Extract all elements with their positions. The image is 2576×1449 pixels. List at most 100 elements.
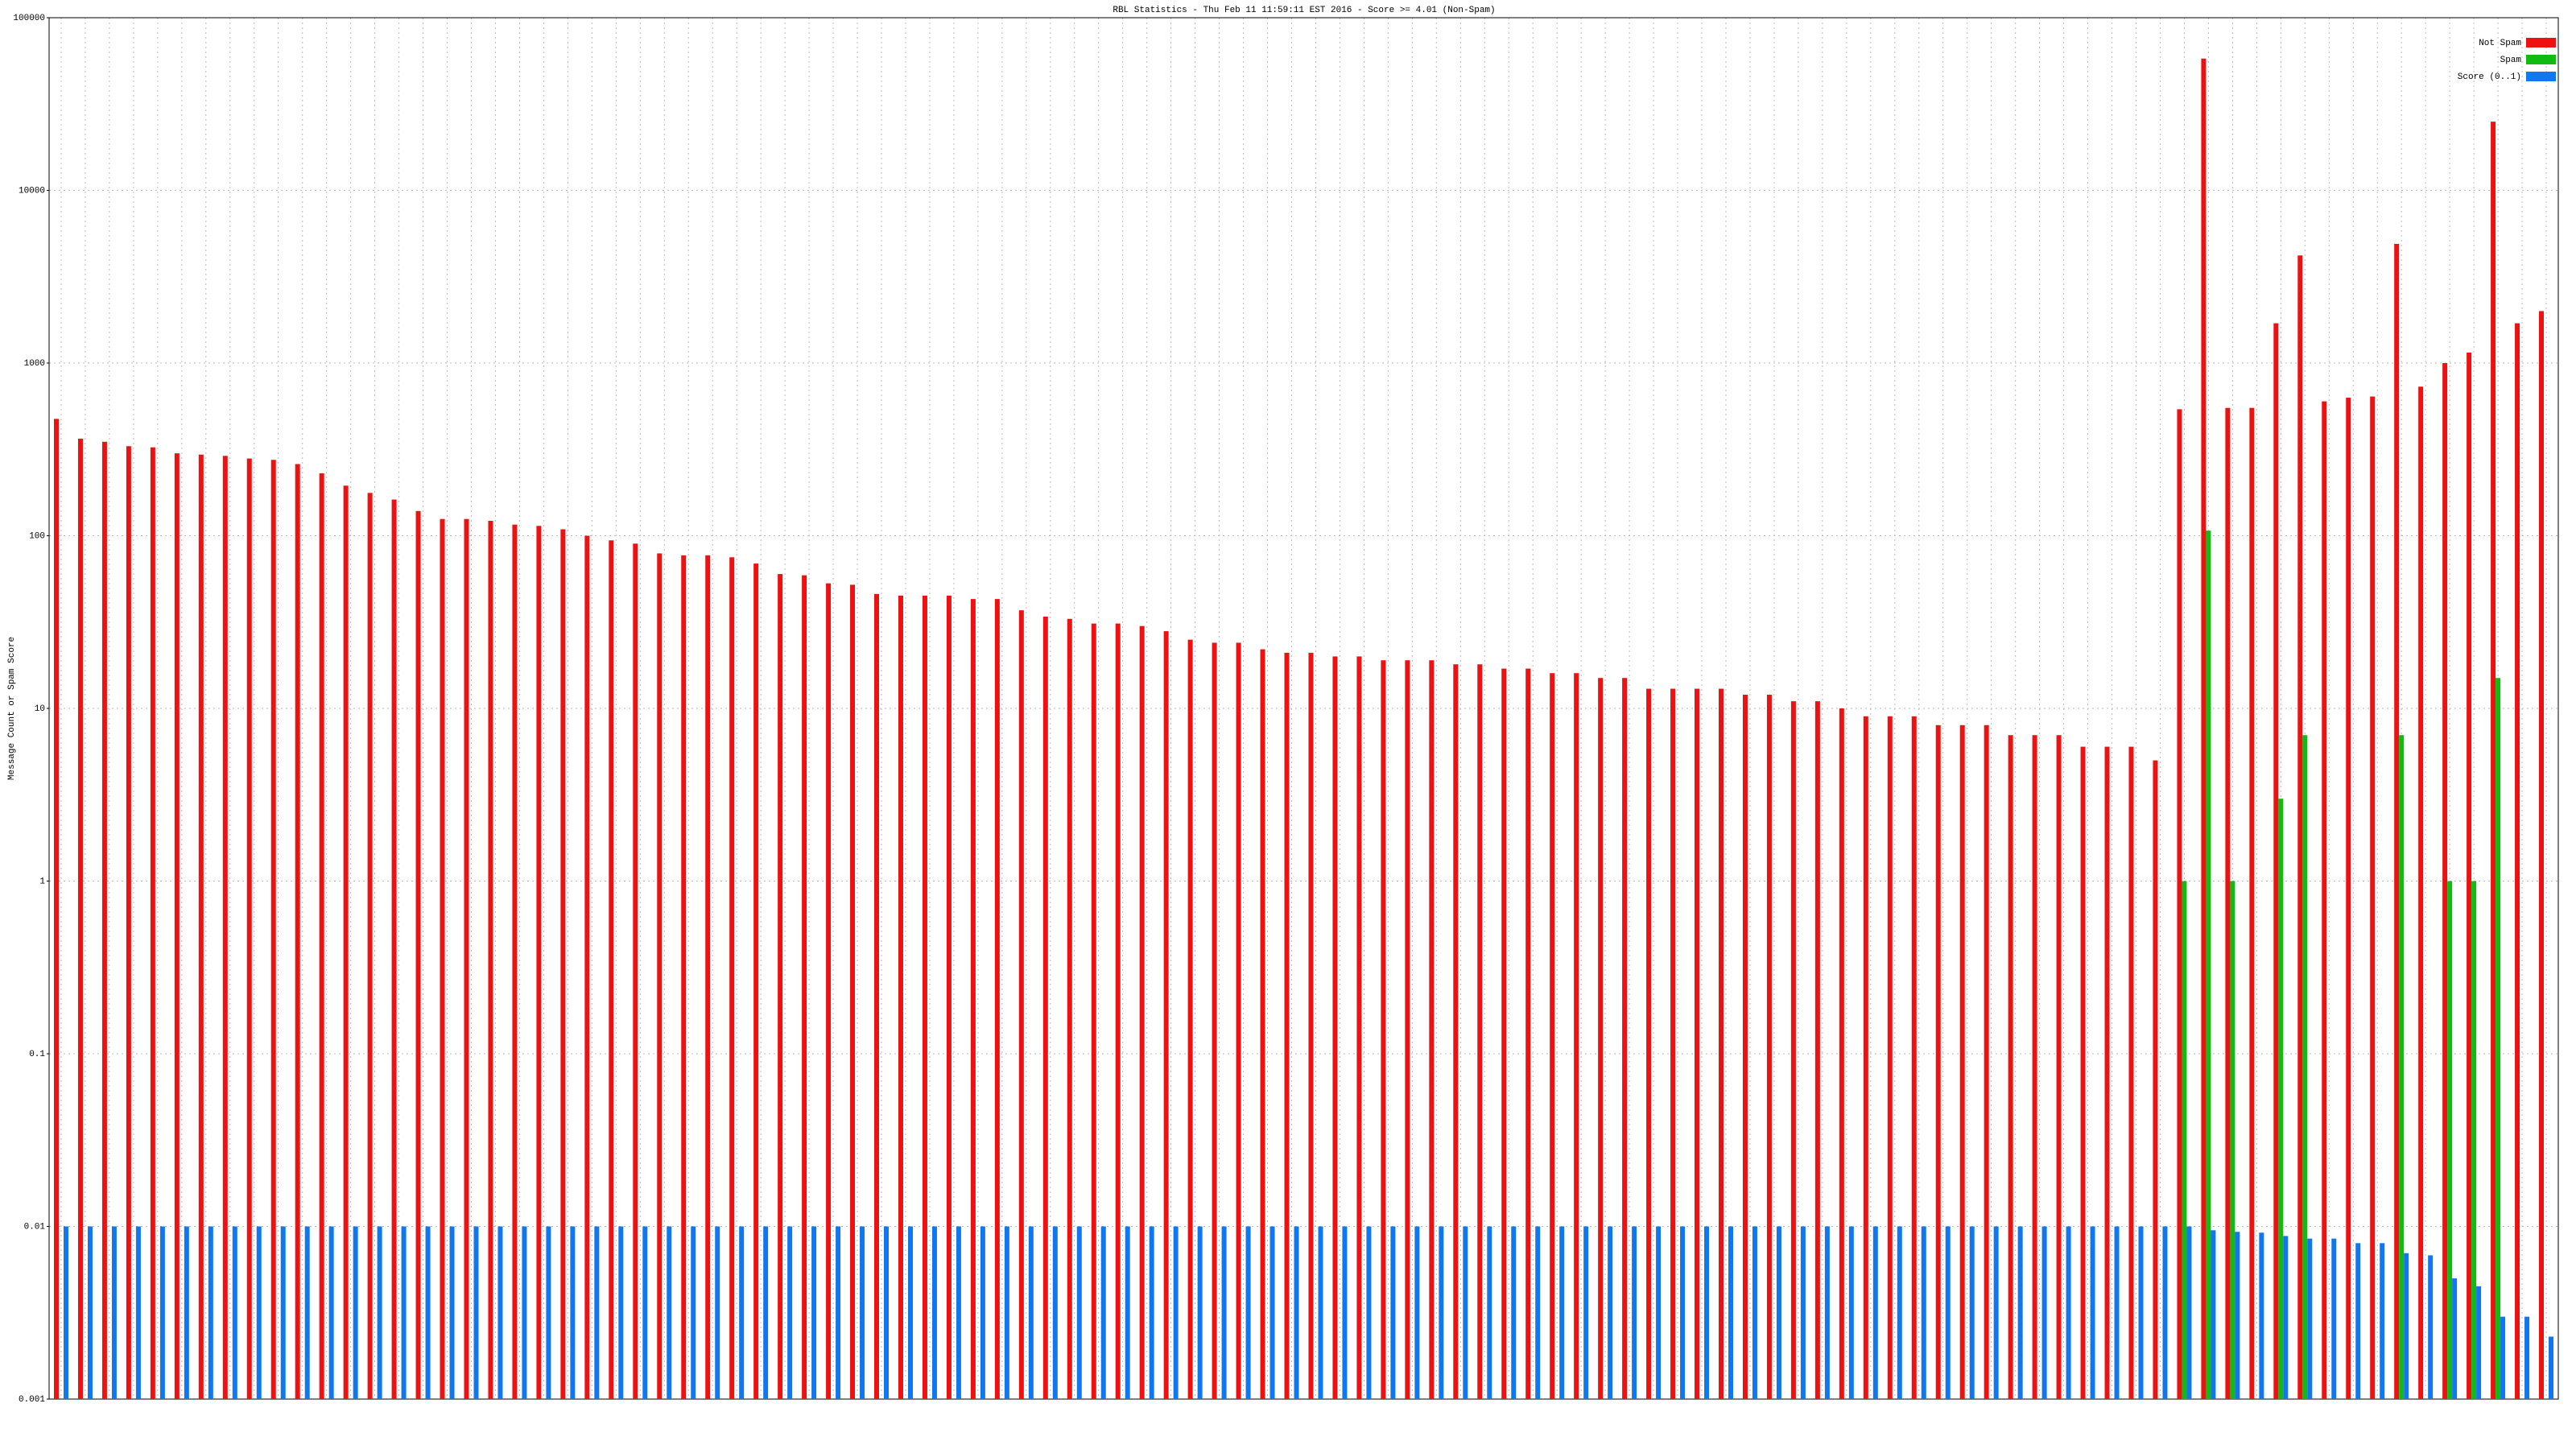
bar — [2080, 746, 2086, 1399]
bar — [280, 1226, 286, 1399]
bar — [1342, 1226, 1348, 1399]
bar — [2128, 746, 2134, 1399]
bar — [980, 1226, 985, 1399]
bar — [570, 1226, 576, 1399]
bar — [2138, 1226, 2144, 1399]
bar — [2394, 243, 2400, 1400]
bar — [367, 493, 373, 1399]
bar — [811, 1226, 817, 1399]
bar — [1052, 1226, 1058, 1399]
legend-swatch — [2526, 38, 2556, 47]
bar — [1067, 618, 1072, 1399]
bar — [2471, 881, 2477, 1399]
bar — [802, 575, 807, 1399]
bar — [1197, 1226, 1203, 1399]
bar — [174, 453, 180, 1399]
bar — [2090, 1226, 2095, 1399]
y-tick-label: 100 — [29, 531, 45, 541]
bar — [198, 454, 204, 1400]
legend-label: Spam — [2500, 56, 2522, 65]
y-tick-label: 0.1 — [29, 1050, 45, 1059]
bar — [2032, 735, 2037, 1399]
bar — [2230, 881, 2235, 1399]
bar — [560, 529, 566, 1399]
bar — [1728, 1226, 1733, 1399]
bar — [1622, 678, 1628, 1399]
bar — [1525, 668, 1531, 1399]
bar — [1598, 678, 1604, 1399]
bar — [377, 1226, 382, 1399]
bar — [391, 499, 397, 1399]
bar — [2201, 58, 2207, 1399]
bar — [898, 595, 903, 1399]
bar — [2008, 735, 2013, 1399]
bar — [2539, 311, 2545, 1399]
bar — [1993, 1226, 1999, 1399]
bar — [2056, 735, 2062, 1399]
bar — [1429, 660, 1435, 1399]
bar — [1608, 1226, 1613, 1399]
bar — [1550, 673, 1555, 1399]
bar — [609, 540, 614, 1399]
bar — [1390, 1226, 1396, 1399]
bar — [488, 520, 493, 1399]
bar — [1670, 688, 1676, 1399]
bar — [1139, 625, 1145, 1399]
bar — [63, 1226, 68, 1399]
bar — [2491, 122, 2496, 1400]
bar — [1269, 1226, 1275, 1399]
bar — [415, 510, 421, 1400]
bar — [1535, 1226, 1541, 1399]
bar — [1187, 639, 1193, 1399]
bar — [126, 446, 131, 1399]
bar — [2418, 386, 2424, 1399]
chart-title: RBL Statistics - Thu Feb 11 11:59:11 EST… — [1113, 6, 1495, 15]
bar — [1149, 1226, 1154, 1399]
bar — [2162, 1226, 2168, 1399]
bar — [1776, 1226, 1781, 1399]
bar — [464, 518, 469, 1399]
bar — [2515, 323, 2520, 1399]
bar — [956, 1226, 961, 1399]
y-tick-label: 1 — [39, 877, 45, 886]
bar — [922, 595, 927, 1399]
bar — [1318, 1226, 1323, 1399]
bar — [2447, 881, 2453, 1399]
bar — [1921, 1226, 1926, 1399]
bar — [1752, 1226, 1757, 1399]
bar — [1221, 1226, 1227, 1399]
bar — [2041, 1226, 2047, 1399]
bar — [1236, 642, 1241, 1399]
bar — [2104, 746, 2110, 1399]
bar — [2273, 323, 2279, 1399]
bar — [53, 419, 59, 1399]
bar — [1790, 701, 1796, 1399]
bar — [1704, 1226, 1710, 1399]
bar — [2496, 678, 2501, 1399]
bar — [2428, 1255, 2434, 1399]
bar — [270, 460, 276, 1399]
bar — [328, 1226, 334, 1399]
bar — [2467, 352, 2472, 1399]
bar — [946, 595, 952, 1399]
bar — [1814, 701, 1820, 1399]
bar — [2355, 1243, 2361, 1399]
bar — [1656, 1226, 1662, 1399]
bar — [1800, 1226, 1806, 1399]
bar — [2476, 1286, 2482, 1399]
bar — [2307, 1238, 2313, 1399]
bar — [1742, 695, 1748, 1399]
bar — [546, 1226, 551, 1399]
bar — [931, 1226, 937, 1399]
bar — [2302, 735, 2308, 1399]
bar — [2225, 407, 2231, 1400]
bar — [2182, 881, 2187, 1399]
bar — [1839, 708, 1844, 1399]
bar — [2283, 1236, 2289, 1399]
bar — [401, 1226, 407, 1399]
bar — [135, 1226, 141, 1399]
bar — [1969, 1226, 1975, 1399]
bar — [536, 526, 542, 1399]
bar — [1911, 716, 1917, 1399]
bar — [2399, 735, 2405, 1399]
